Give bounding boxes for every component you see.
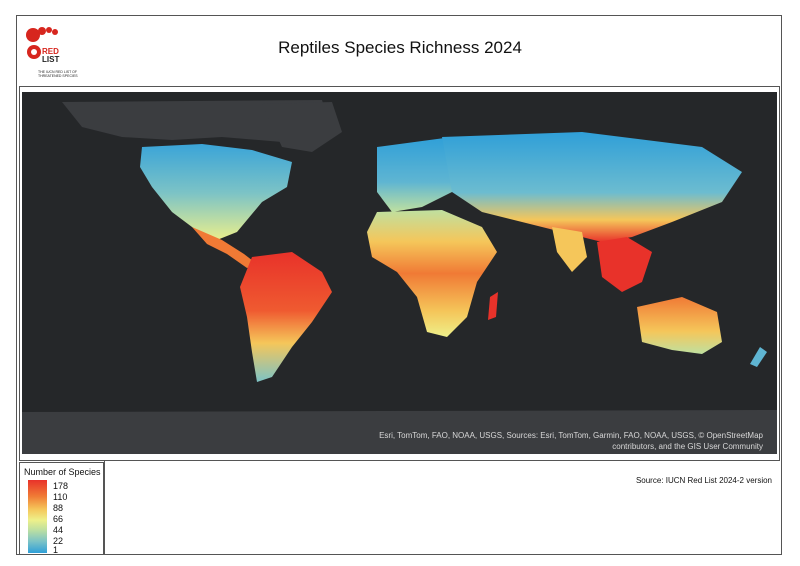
legend-label-66: 66 [53, 514, 64, 524]
europe-region [377, 137, 452, 212]
australia-region [637, 297, 722, 354]
attribution-line-2: contributors, and the GIS User Community [612, 442, 763, 451]
legend-label-178: 178 [53, 481, 69, 491]
new-zealand-region [750, 347, 767, 367]
logo-tagline: THE IUCN RED LIST OF THREATENED SPECIES [38, 70, 78, 78]
central-america-region [192, 227, 257, 268]
logo-text-list: LIST [42, 55, 59, 64]
logo-text-red: RED [42, 47, 59, 56]
africa-region [367, 210, 497, 337]
asia-region [442, 132, 742, 242]
world-map-svg [22, 100, 777, 454]
legend-label-88: 88 [53, 503, 64, 513]
world-map[interactable]: Esri, TomTom, FAO, NOAA, USGS, Sources: … [22, 92, 777, 454]
legend-label-110: 110 [53, 492, 68, 502]
attribution-line-1: Esri, TomTom, FAO, NOAA, USGS, Sources: … [379, 431, 763, 440]
north-america-region [140, 144, 292, 242]
source-note: Source: IUCN Red List 2024-2 version [635, 476, 772, 485]
legend-title: Number of Species [24, 467, 101, 477]
map-container: Esri, TomTom, FAO, NOAA, USGS, Sources: … [19, 86, 780, 461]
southeast-asia-region [597, 237, 652, 292]
antarctica-landmass [22, 410, 777, 454]
madagascar-region [488, 292, 498, 320]
map-attribution: Esri, TomTom, FAO, NOAA, USGS, Sources: … [363, 430, 763, 452]
india-region [552, 227, 587, 272]
legend-divider [104, 461, 105, 555]
iucn-red-list-logo: RED LIST [24, 22, 94, 78]
legend: Number of Species 178 110 88 66 44 22 1 [19, 462, 104, 555]
legend-label-1: 1 [53, 545, 59, 555]
south-america-region [240, 252, 332, 382]
legend-label-22: 22 [53, 536, 64, 546]
greenland-landmass [262, 102, 342, 152]
legend-color-ramp [28, 480, 47, 553]
legend-label-44: 44 [53, 525, 64, 535]
map-title: Reptiles Species Richness 2024 [278, 38, 522, 57]
arctic-landmass [62, 100, 332, 142]
